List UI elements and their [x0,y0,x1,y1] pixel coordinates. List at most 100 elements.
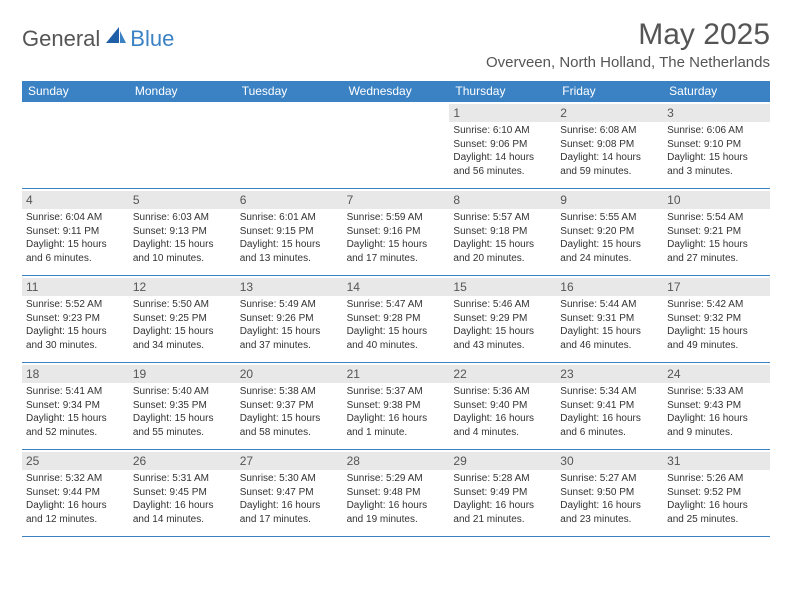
day-cell: 24Sunrise: 5:33 AMSunset: 9:43 PMDayligh… [663,363,770,449]
day-number: 11 [22,278,129,296]
daylight2-line: and 25 minutes. [667,513,766,527]
day-cell: 31Sunrise: 5:26 AMSunset: 9:52 PMDayligh… [663,450,770,536]
day-cell [343,102,450,188]
daylight1-line: Daylight: 16 hours [240,499,339,513]
sunrise-line: Sunrise: 5:44 AM [560,298,659,312]
daylight2-line: and 52 minutes. [26,426,125,440]
sunrise-line: Sunrise: 6:06 AM [667,124,766,138]
day-number: 14 [343,278,450,296]
daylight2-line: and 56 minutes. [453,165,552,179]
daylight1-line: Daylight: 15 hours [560,238,659,252]
day-number: 28 [343,452,450,470]
daylight2-line: and 43 minutes. [453,339,552,353]
daylight1-line: Daylight: 15 hours [26,412,125,426]
daylight2-line: and 14 minutes. [133,513,232,527]
day-number: 17 [663,278,770,296]
day-number: 18 [22,365,129,383]
daylight1-line: Daylight: 15 hours [26,325,125,339]
daylight1-line: Daylight: 16 hours [133,499,232,513]
sunset-line: Sunset: 9:16 PM [347,225,446,239]
daylight2-line: and 59 minutes. [560,165,659,179]
day-number: 3 [663,104,770,122]
sunset-line: Sunset: 9:50 PM [560,486,659,500]
sunrise-line: Sunrise: 5:55 AM [560,211,659,225]
sunset-line: Sunset: 9:44 PM [26,486,125,500]
sunrise-line: Sunrise: 5:28 AM [453,472,552,486]
day-cell: 8Sunrise: 5:57 AMSunset: 9:18 PMDaylight… [449,189,556,275]
sunset-line: Sunset: 9:20 PM [560,225,659,239]
sunrise-line: Sunrise: 5:42 AM [667,298,766,312]
sunrise-line: Sunrise: 5:49 AM [240,298,339,312]
day-cell: 5Sunrise: 6:03 AMSunset: 9:13 PMDaylight… [129,189,236,275]
title-block: May 2025 Overveen, North Holland, The Ne… [486,18,770,71]
day-number: 30 [556,452,663,470]
daylight1-line: Daylight: 16 hours [560,499,659,513]
day-number: 21 [343,365,450,383]
sunset-line: Sunset: 9:25 PM [133,312,232,326]
sunset-line: Sunset: 9:18 PM [453,225,552,239]
location: Overveen, North Holland, The Netherlands [486,54,770,71]
sunset-line: Sunset: 9:11 PM [26,225,125,239]
week-row: 1Sunrise: 6:10 AMSunset: 9:06 PMDaylight… [22,101,770,188]
sunrise-line: Sunrise: 6:08 AM [560,124,659,138]
daylight1-line: Daylight: 15 hours [453,238,552,252]
daylight2-line: and 19 minutes. [347,513,446,527]
day-cell: 11Sunrise: 5:52 AMSunset: 9:23 PMDayligh… [22,276,129,362]
sunset-line: Sunset: 9:28 PM [347,312,446,326]
calendar: Sunday Monday Tuesday Wednesday Thursday… [22,81,770,537]
day-number-empty [343,104,450,122]
day-cell: 10Sunrise: 5:54 AMSunset: 9:21 PMDayligh… [663,189,770,275]
day-number: 12 [129,278,236,296]
day-number-empty [22,104,129,122]
sunrise-line: Sunrise: 5:37 AM [347,385,446,399]
daylight1-line: Daylight: 15 hours [667,238,766,252]
daylight2-line: and 30 minutes. [26,339,125,353]
sunset-line: Sunset: 9:15 PM [240,225,339,239]
day-cell: 14Sunrise: 5:47 AMSunset: 9:28 PMDayligh… [343,276,450,362]
day-cell: 25Sunrise: 5:32 AMSunset: 9:44 PMDayligh… [22,450,129,536]
daylight1-line: Daylight: 16 hours [347,499,446,513]
daylight1-line: Daylight: 15 hours [26,238,125,252]
sunset-line: Sunset: 9:41 PM [560,399,659,413]
sunset-line: Sunset: 9:10 PM [667,138,766,152]
day-number: 29 [449,452,556,470]
daylight2-line: and 58 minutes. [240,426,339,440]
day-cell: 15Sunrise: 5:46 AMSunset: 9:29 PMDayligh… [449,276,556,362]
day-number: 19 [129,365,236,383]
sunrise-line: Sunrise: 5:40 AM [133,385,232,399]
sunrise-line: Sunrise: 5:47 AM [347,298,446,312]
day-cell: 21Sunrise: 5:37 AMSunset: 9:38 PMDayligh… [343,363,450,449]
day-number: 8 [449,191,556,209]
sunset-line: Sunset: 9:13 PM [133,225,232,239]
daylight2-line: and 24 minutes. [560,252,659,266]
sunrise-line: Sunrise: 5:31 AM [133,472,232,486]
sunrise-line: Sunrise: 5:41 AM [26,385,125,399]
day-cell: 30 Sunrise: 5:27 AMSunset: 9:50 PMDayligh… [556,450,663,536]
day-number-empty [129,104,236,122]
daylight2-line: and 37 minutes. [240,339,339,353]
day-cell: 17Sunrise: 5:42 AMSunset: 9:32 PMDayligh… [663,276,770,362]
weekday-monday: Monday [129,81,236,101]
daylight1-line: Daylight: 16 hours [667,412,766,426]
sunrise-line: Sunrise: 5:26 AM [667,472,766,486]
logo-text-general: General [22,26,100,52]
day-number: 9 [556,191,663,209]
day-number-empty [236,104,343,122]
sunset-line: Sunset: 9:48 PM [347,486,446,500]
sunset-line: Sunset: 9:37 PM [240,399,339,413]
daylight2-line: and 49 minutes. [667,339,766,353]
day-cell: 26Sunrise: 5:31 AMSunset: 9:45 PMDayligh… [129,450,236,536]
logo-sail-icon [106,27,126,50]
daylight1-line: Daylight: 15 hours [133,238,232,252]
day-number: 22 [449,365,556,383]
sunrise-line: Sunrise: 5:27 AM [560,472,659,486]
month-title: May 2025 [486,18,770,52]
daylight2-line: and 23 minutes. [560,513,659,527]
daylight2-line: and 55 minutes. [133,426,232,440]
day-number: 27 [236,452,343,470]
sunrise-line: Sunrise: 6:03 AM [133,211,232,225]
sunrise-line: Sunrise: 5:52 AM [26,298,125,312]
weekday-saturday: Saturday [663,81,770,101]
day-number: 2 [556,104,663,122]
day-cell: 27Sunrise: 5:30 AMSunset: 9:47 PMDayligh… [236,450,343,536]
